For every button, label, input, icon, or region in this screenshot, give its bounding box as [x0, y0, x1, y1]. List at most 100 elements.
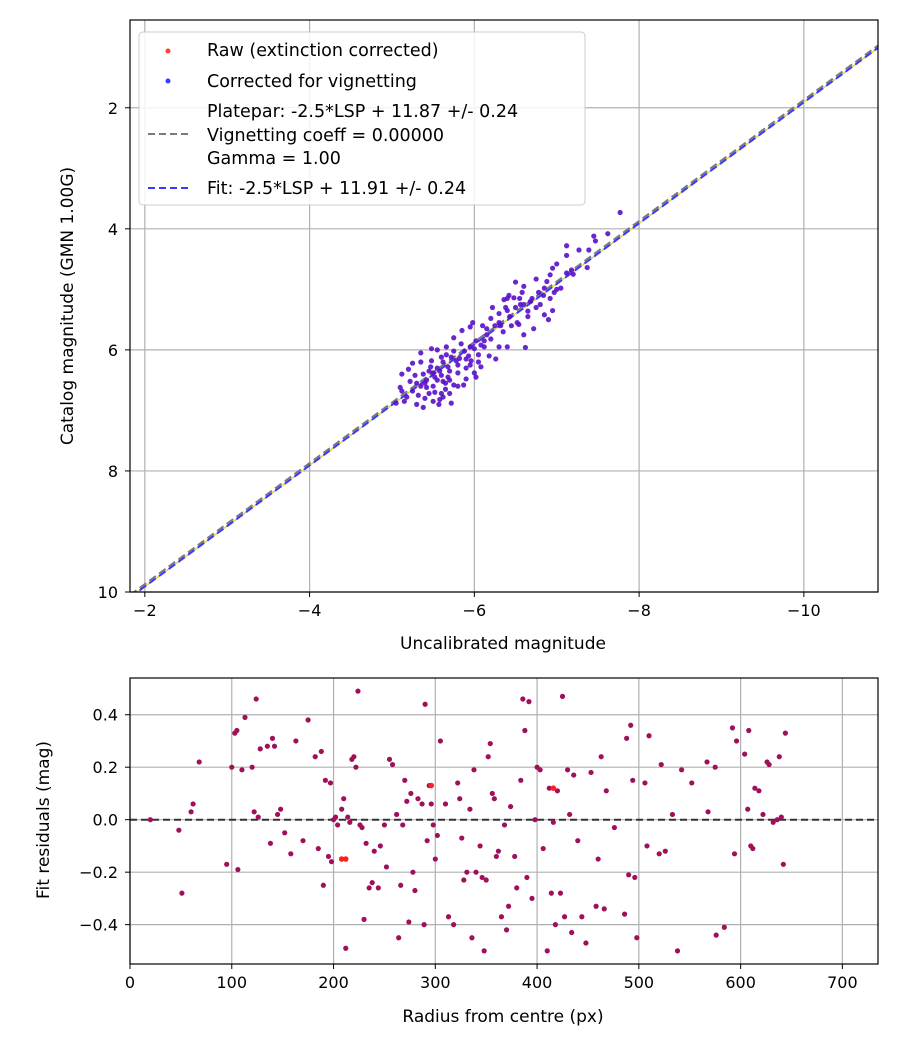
residual-point [630, 777, 636, 783]
top-y-tick-label: 4 [108, 220, 118, 239]
bottom-y-tick-label: 0.2 [93, 758, 118, 777]
calibration-point [554, 261, 560, 267]
residual-point [457, 796, 463, 802]
calibration-point [547, 295, 553, 302]
calibration-point [409, 388, 416, 394]
calibration-point [541, 285, 547, 291]
residual-point [179, 890, 185, 896]
residual-point [626, 872, 632, 878]
residual-point [571, 772, 577, 778]
residual-point [598, 754, 604, 760]
residual-point [359, 824, 365, 831]
top-fit-lines [132, 44, 878, 592]
residual-point [269, 735, 276, 741]
bottom-x-tick-label: 400 [522, 973, 553, 992]
calibration-point [512, 304, 519, 311]
top-x-tick-label: −6 [463, 601, 487, 620]
calibration-point [512, 279, 519, 285]
residual-point [721, 924, 727, 930]
calibration-point [521, 301, 527, 308]
calibration-point [492, 323, 498, 329]
calibration-point [551, 289, 557, 295]
residual-point [377, 843, 383, 849]
residual-point [278, 806, 284, 812]
residual-point [678, 767, 685, 773]
residual-point [343, 945, 349, 951]
calibration-point [517, 295, 523, 302]
calibration-point [443, 352, 449, 358]
calibration-point [470, 320, 476, 326]
top-x-axis-label: Uncalibrated magnitude [400, 634, 606, 654]
residual-point [498, 914, 505, 920]
calibration-point [428, 346, 435, 352]
residual-point [381, 822, 388, 828]
calibration-point [550, 265, 556, 271]
residual-point [489, 790, 495, 797]
residual-point [147, 817, 153, 823]
residual-point [451, 922, 457, 928]
top-x-tick-label: −8 [627, 601, 651, 620]
residual-point [503, 927, 510, 933]
bottom-y-tick-label: −0.2 [79, 863, 118, 882]
residual-point [603, 788, 609, 794]
residual-point [756, 788, 762, 794]
residual-point [579, 914, 585, 920]
legend-corrected-label: Corrected for vignetting [207, 72, 417, 92]
calibration-point [592, 238, 599, 244]
residual-point [481, 948, 487, 954]
residual-point [437, 738, 443, 744]
residual-point [559, 693, 566, 699]
bottom-x-tick-label: 300 [420, 973, 451, 992]
residual-point [375, 885, 381, 891]
residual-point [583, 940, 589, 946]
calibration-point [486, 353, 492, 359]
residual-point [402, 777, 408, 783]
residual-point [255, 814, 261, 820]
calibration-point [430, 383, 436, 389]
calibration-point [451, 382, 457, 388]
calibration-point [467, 362, 473, 368]
residual-point [565, 767, 571, 773]
residual-point [471, 767, 477, 773]
residual-point [320, 882, 326, 888]
legend-platepar-line2: Vignetting coeff = 0.00000 [207, 126, 444, 146]
residual-point [624, 735, 630, 741]
bottom-x-tick-label: 200 [318, 973, 349, 992]
calibration-point [420, 371, 426, 377]
calibration-point [544, 278, 550, 285]
calibration-point [447, 368, 453, 374]
calibration-point [445, 364, 451, 370]
residual-point [774, 817, 780, 823]
calibration-point [438, 354, 444, 360]
residual-point [729, 725, 736, 731]
residual-point [267, 840, 274, 846]
residual-point [410, 869, 416, 875]
raw-residual-point [428, 782, 435, 789]
residual-point [408, 790, 414, 797]
legend: Raw (extinction corrected) Corrected for… [138, 31, 586, 206]
calibration-point [545, 317, 552, 323]
top-y-tick-label: 2 [108, 99, 118, 118]
residual-point [428, 801, 434, 807]
calibration-point [442, 380, 449, 386]
calibration-point [443, 344, 449, 350]
residual-point [422, 701, 428, 707]
residual-point [461, 877, 467, 883]
residual-point [760, 811, 766, 818]
residual-point [512, 853, 518, 860]
residual-point [251, 809, 257, 815]
calibration-point [564, 270, 570, 276]
top-points [393, 209, 623, 410]
residual-point [442, 801, 449, 807]
calibration-point [484, 332, 490, 338]
calibration-point [475, 359, 482, 365]
calibration-point [461, 382, 467, 388]
calibration-point [434, 365, 440, 371]
residual-point [746, 727, 752, 734]
calibration-point [605, 231, 611, 237]
calibration-point [451, 348, 457, 354]
bottom-x-tick-label: 100 [216, 973, 247, 992]
calibration-point [455, 370, 461, 376]
calibration-point [420, 404, 426, 410]
residual-point [369, 880, 375, 886]
